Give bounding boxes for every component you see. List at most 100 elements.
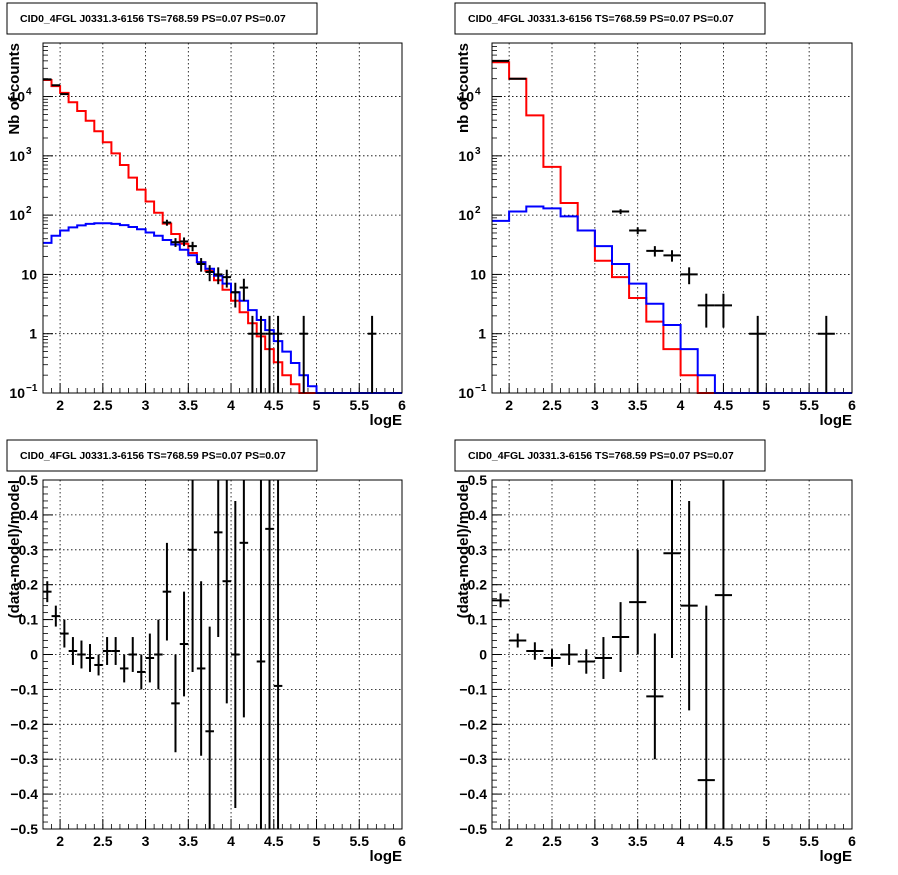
panel-title-box: [6, 2, 318, 35]
data-point: [663, 250, 681, 262]
histogram-series: [43, 222, 402, 394]
data-point: [188, 480, 197, 672]
y-axis-label: nb of counts: [455, 43, 472, 133]
data-point: [663, 480, 681, 658]
data-point: [629, 549, 647, 655]
data-point: [256, 480, 266, 829]
data-point: [577, 649, 595, 674]
x-tick-label: 6: [398, 397, 406, 413]
panel-title-box: [454, 2, 766, 35]
data-point: [162, 219, 172, 226]
data-point: [612, 209, 630, 215]
data-point: [111, 637, 120, 665]
x-tick-label: 3: [142, 833, 150, 849]
panel-title: CID0_4FGL J0331.3-6156 TS=768.59 PS=0.07…: [468, 450, 734, 462]
x-tick-label: 2.5: [542, 833, 562, 849]
x-tick-label: 4: [227, 397, 235, 413]
y-tick-exponent: 2: [26, 205, 32, 216]
y-tick-label: 10: [458, 148, 474, 164]
data-point: [205, 626, 214, 829]
data-point: [714, 480, 732, 829]
data-point: [256, 315, 266, 393]
data-point: [239, 278, 249, 302]
y-tick-label: 1: [29, 326, 37, 342]
y-tick-label: 0.5: [468, 472, 488, 488]
y-tick-label: −0.3: [459, 751, 487, 767]
data-point: [543, 649, 561, 667]
y-tick-exponent: 3: [475, 146, 481, 157]
x-axis-label: logE: [370, 848, 403, 865]
data-point: [162, 542, 172, 641]
y-tick-label: 10: [9, 385, 25, 401]
data-point: [102, 637, 112, 665]
plot-frame: [491, 479, 853, 830]
data-point: [817, 315, 835, 393]
plot-frame: [42, 42, 403, 394]
panel-top-left: CID0_4FGL J0331.3-6156 TS=768.59 PS=0.07…: [6, 2, 406, 429]
data-point: [680, 267, 698, 285]
x-tick-label: 5: [313, 397, 321, 413]
x-tick-label: 3.5: [179, 833, 199, 849]
panel-title: CID0_4FGL J0331.3-6156 TS=768.59 PS=0.07…: [20, 450, 286, 462]
x-tick-label: 6: [398, 833, 406, 849]
y-tick-exponent: 4: [26, 87, 32, 98]
data-point: [265, 480, 274, 829]
x-tick-label: 4: [677, 833, 685, 849]
x-tick-label: 5.5: [799, 833, 819, 849]
y-axis-label: (data-model)/model: [6, 480, 23, 618]
data-point: [171, 654, 180, 753]
panel-top-right: CID0_4FGL J0331.3-6156 TS=768.59 PS=0.07…: [454, 2, 856, 429]
data-point: [526, 642, 544, 660]
x-tick-label: 2: [56, 397, 64, 413]
x-tick-label: 4.5: [264, 397, 284, 413]
y-tick-label: 10: [458, 89, 474, 105]
x-tick-label: 3: [591, 833, 599, 849]
x-tick-label: 2.5: [542, 397, 562, 413]
y-tick-label: 0.5: [19, 472, 39, 488]
data-point: [196, 581, 206, 756]
data-point: [273, 480, 283, 829]
data-point: [119, 654, 129, 683]
y-tick-label: 10: [9, 89, 25, 105]
y-axis-label: Nb of counts: [6, 43, 23, 135]
data-point: [154, 619, 163, 690]
y-tick-label: 0.2: [19, 577, 39, 593]
y-tick-label: 10: [458, 385, 474, 401]
y-tick-label: 0.3: [468, 542, 488, 558]
y-tick-label: −0.4: [459, 786, 487, 802]
data-point: [231, 500, 240, 809]
panel-title-box: [454, 439, 766, 472]
y-tick-label: 10: [9, 148, 25, 164]
y-tick-label: 10: [470, 266, 486, 282]
data-point: [629, 227, 647, 235]
data-point: [231, 282, 240, 308]
y-tick-label: 0.1: [19, 612, 39, 628]
x-tick-label: 2: [56, 833, 64, 849]
x-tick-label: 5.5: [350, 833, 370, 849]
x-tick-label: 3.5: [628, 397, 648, 413]
data-point: [697, 293, 715, 328]
plot-frame: [42, 479, 403, 830]
panel-title: CID0_4FGL J0331.3-6156 TS=768.59 PS=0.07…: [20, 13, 286, 25]
y-tick-label: 0.2: [468, 577, 488, 593]
data-point: [509, 633, 527, 648]
x-tick-label: 4.5: [264, 833, 284, 849]
x-tick-label: 3.5: [628, 833, 648, 849]
data-point: [171, 238, 180, 247]
histogram-series: [492, 205, 852, 394]
y-tick-label: 10: [9, 207, 25, 223]
data-point: [179, 237, 189, 247]
data-point: [68, 637, 78, 665]
x-tick-label: 4: [677, 397, 685, 413]
data-point: [128, 637, 138, 672]
y-tick-label: 0.3: [19, 542, 39, 558]
y-tick-label: 10: [21, 266, 37, 282]
x-tick-label: 5.5: [350, 397, 370, 413]
data-point: [188, 241, 197, 252]
x-tick-label: 4: [227, 833, 235, 849]
histogram-series: [492, 61, 852, 394]
y-tick-label: 0: [30, 647, 38, 663]
panel-title-box: [6, 439, 318, 472]
data-point: [299, 315, 308, 393]
